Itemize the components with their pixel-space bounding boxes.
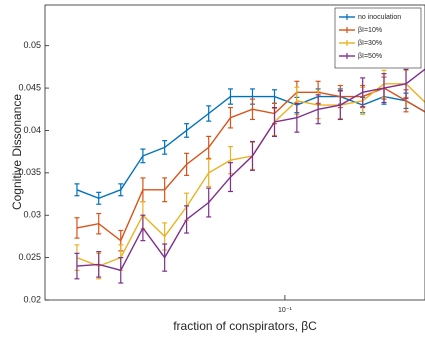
y-tick-label: 0.02 (23, 294, 41, 304)
legend-label: βI=50% (358, 53, 382, 60)
series-line (76, 87, 425, 242)
x-axis-label: fraction of conspirators, βC (173, 319, 317, 333)
y-axis-label: Cognitive Dissonance (10, 94, 24, 210)
series-line (76, 95, 425, 200)
legend-box (334, 7, 422, 69)
legend-label: no inoculation (358, 14, 401, 21)
y-tick-label: 0.045 (18, 82, 41, 92)
y-tick-label: 0.04 (23, 125, 41, 135)
legend-label: βI=10% (358, 27, 382, 34)
axes-frame (44, 4, 425, 301)
y-tick-label: 0.05 (23, 40, 41, 50)
legend-label: βI=30% (358, 40, 382, 47)
series-line (76, 83, 425, 267)
y-tick-label: 0.025 (18, 252, 41, 262)
plot-area (74, 68, 425, 284)
y-tick-label: 0.03 (23, 210, 41, 220)
x-tick-label: 10⁻¹ (278, 307, 292, 314)
series-line (76, 68, 425, 272)
y-tick-label: 0.035 (18, 167, 41, 177)
